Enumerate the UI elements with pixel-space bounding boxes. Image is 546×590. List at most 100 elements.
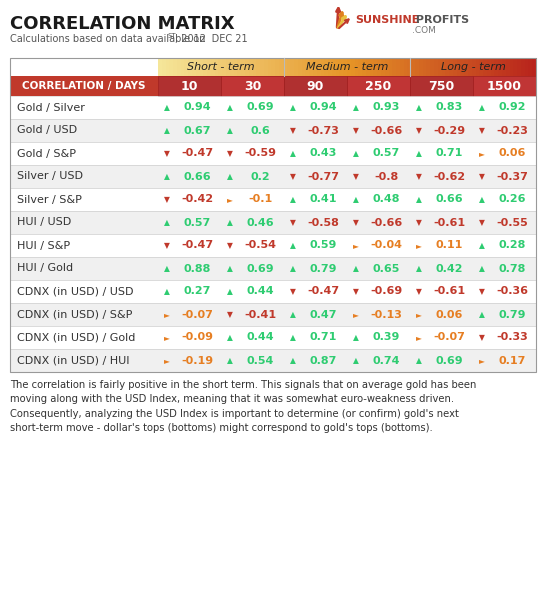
Text: -0.07: -0.07: [433, 333, 465, 343]
Text: -0.04: -0.04: [370, 241, 402, 251]
Text: ▼: ▼: [416, 218, 422, 227]
Text: -0.54: -0.54: [244, 241, 276, 251]
Bar: [415, 58, 419, 76]
Text: ▼: ▼: [290, 287, 296, 296]
Text: ▼: ▼: [227, 241, 233, 250]
Text: ▲: ▲: [164, 172, 170, 181]
Bar: [10, 326, 536, 349]
Text: ▼: ▼: [416, 126, 422, 135]
Text: -0.1: -0.1: [248, 195, 272, 205]
Bar: [403, 58, 408, 76]
Text: ►: ►: [164, 310, 170, 319]
Bar: [509, 58, 514, 76]
Text: ►: ►: [479, 356, 485, 365]
Text: ▲: ▲: [290, 195, 296, 204]
Bar: [252, 58, 257, 76]
Bar: [10, 257, 536, 280]
Text: , 2012: , 2012: [175, 34, 206, 44]
Text: -0.77: -0.77: [307, 172, 339, 182]
Bar: [377, 58, 382, 76]
Text: ▼: ▼: [353, 218, 359, 227]
Bar: [279, 58, 283, 76]
Text: 0.88: 0.88: [183, 264, 211, 274]
Text: 0.93: 0.93: [372, 103, 400, 113]
Text: -0.8: -0.8: [374, 172, 398, 182]
Bar: [301, 58, 306, 76]
Text: -0.62: -0.62: [433, 172, 465, 182]
Bar: [260, 58, 264, 76]
Text: ▲: ▲: [479, 241, 485, 250]
Text: ▲: ▲: [353, 149, 359, 158]
Bar: [498, 58, 502, 76]
Text: 0.26: 0.26: [498, 195, 526, 205]
Bar: [165, 58, 170, 76]
Bar: [324, 58, 329, 76]
Text: ►: ►: [164, 356, 170, 365]
Bar: [472, 58, 476, 76]
Text: ►: ►: [416, 241, 422, 250]
Bar: [222, 58, 227, 76]
Text: 0.87: 0.87: [310, 356, 337, 365]
Bar: [487, 58, 491, 76]
Bar: [373, 58, 378, 76]
Text: 0.27: 0.27: [183, 287, 211, 297]
Text: 0.94: 0.94: [309, 103, 337, 113]
Bar: [271, 58, 276, 76]
Text: 0.67: 0.67: [183, 126, 211, 136]
Text: ▲: ▲: [353, 264, 359, 273]
Bar: [238, 58, 242, 76]
Bar: [10, 349, 536, 372]
Text: CDNX (in USD) / USD: CDNX (in USD) / USD: [17, 287, 134, 297]
Text: ▲: ▲: [164, 287, 170, 296]
Text: ▲: ▲: [227, 218, 233, 227]
Bar: [321, 58, 325, 76]
Text: ▼: ▼: [227, 310, 233, 319]
Text: 0.2: 0.2: [250, 172, 270, 182]
Text: ▼: ▼: [479, 126, 485, 135]
Bar: [393, 58, 396, 76]
Text: 750: 750: [429, 80, 455, 93]
Bar: [203, 58, 207, 76]
Text: .COM: .COM: [412, 26, 436, 35]
Bar: [473, 76, 536, 96]
Text: ►: ►: [416, 333, 422, 342]
Text: ▼: ▼: [290, 126, 296, 135]
Text: -0.61: -0.61: [433, 218, 465, 228]
Text: -0.59: -0.59: [244, 149, 276, 159]
Bar: [336, 58, 340, 76]
Text: 0.57: 0.57: [372, 149, 400, 159]
Text: ▲: ▲: [353, 195, 359, 204]
Bar: [10, 188, 536, 211]
Text: ▲: ▲: [290, 241, 296, 250]
Text: ▲: ▲: [227, 356, 233, 365]
Bar: [328, 58, 333, 76]
Text: Short - term: Short - term: [187, 62, 255, 72]
Text: HUI / USD: HUI / USD: [17, 218, 71, 228]
Bar: [241, 58, 246, 76]
Bar: [362, 58, 366, 76]
Text: ▼: ▼: [479, 333, 485, 342]
Bar: [290, 58, 295, 76]
Bar: [234, 58, 238, 76]
Bar: [513, 58, 518, 76]
Bar: [521, 58, 525, 76]
Text: ▼: ▼: [479, 287, 485, 296]
Text: -0.41: -0.41: [244, 310, 276, 320]
Text: Gold / S&P: Gold / S&P: [17, 149, 76, 159]
Text: CDNX (in USD) / HUI: CDNX (in USD) / HUI: [17, 356, 129, 365]
Text: 0.44: 0.44: [246, 333, 274, 343]
Text: Gold / USD: Gold / USD: [17, 126, 77, 136]
Text: 0.69: 0.69: [246, 264, 274, 274]
Bar: [275, 58, 280, 76]
Text: ▼: ▼: [479, 218, 485, 227]
Text: CDNX (in USD) / S&P: CDNX (in USD) / S&P: [17, 310, 132, 320]
Bar: [218, 58, 223, 76]
Text: ▼: ▼: [353, 287, 359, 296]
Bar: [483, 58, 488, 76]
Text: ▼: ▼: [164, 241, 170, 250]
Bar: [389, 58, 393, 76]
Text: Medium - term: Medium - term: [306, 62, 388, 72]
Text: 0.43: 0.43: [310, 149, 337, 159]
Bar: [10, 211, 536, 234]
Text: ►: ►: [479, 149, 485, 158]
